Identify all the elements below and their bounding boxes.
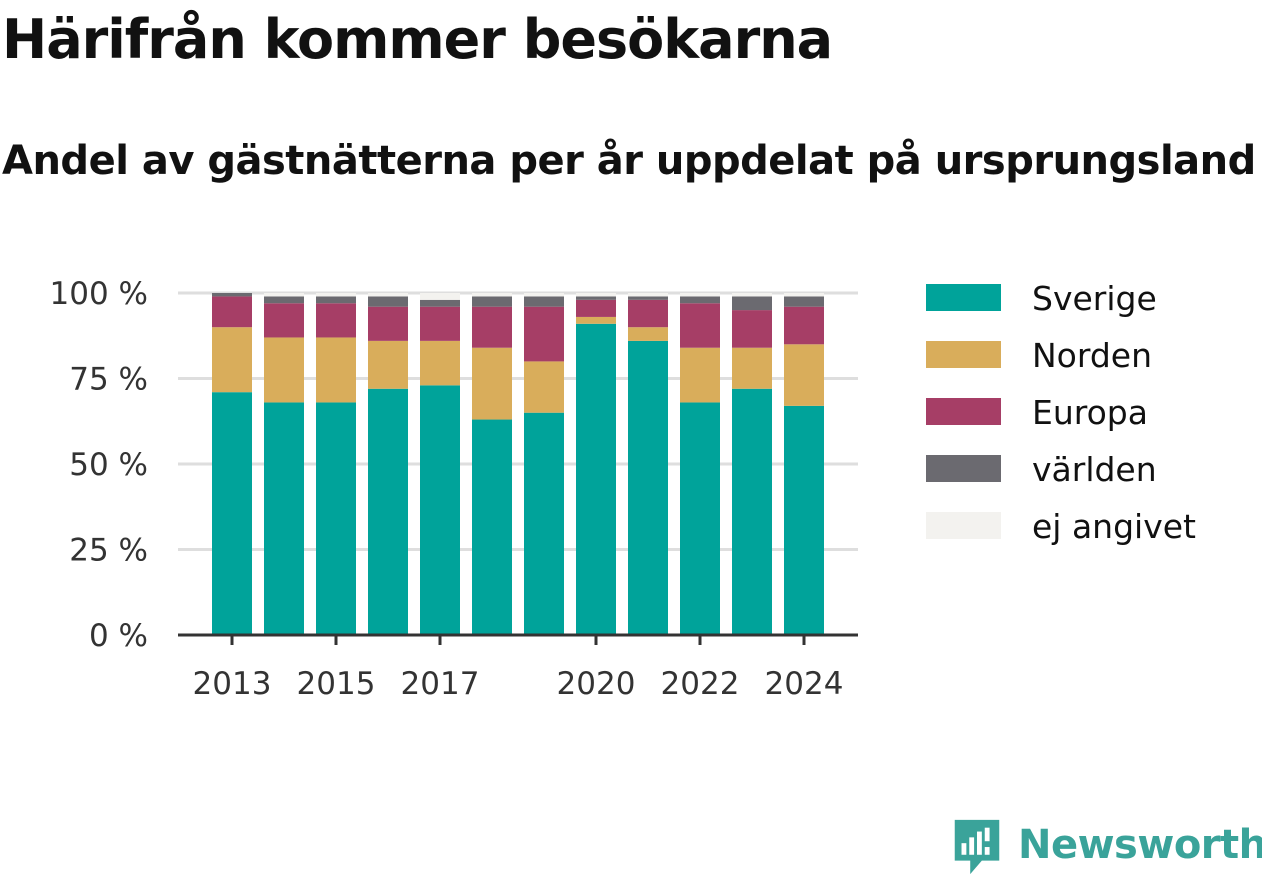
legend-label-ej-angivet: ej angivet (1032, 507, 1196, 546)
bar-2018-Europa (472, 306, 512, 348)
bar-2016-Norden (368, 340, 408, 389)
bar-2018-Sverige (472, 419, 512, 635)
x-tick-label-2022: 2022 (661, 666, 740, 702)
bar-2015-Sverige (316, 402, 356, 635)
bar-2023-ej-angivet (732, 293, 772, 297)
legend: Sverige Norden Europa världen ej angivet (926, 279, 1196, 546)
bar-2024-Europa (784, 306, 824, 345)
bar-2021-världen (628, 296, 668, 300)
bar-2018-världen (472, 296, 512, 307)
bar-2018-ej-angivet (472, 293, 512, 297)
bar-stacks (212, 293, 824, 635)
bar-2020-Norden (576, 316, 616, 324)
bar-2017-ej-angivet (420, 293, 460, 300)
chart-title: Härifrån kommer besökarna (2, 8, 833, 71)
bar-2020-Europa (576, 299, 616, 317)
bar-2021-Norden (628, 327, 668, 341)
x-axis: 2013 2015 2017 2020 2022 2024 (178, 633, 858, 702)
bar-2015-ej-angivet (316, 293, 356, 297)
y-axis: 0 % 25 % 50 % 75 % 100 % (50, 276, 148, 654)
bar-2022-Sverige (680, 402, 720, 635)
bar-2016-Europa (368, 306, 408, 341)
bar-2017-världen (420, 299, 460, 307)
bar-2020-ej-angivet (576, 293, 616, 297)
bar-2022-Norden (680, 347, 720, 403)
bar-2015-världen (316, 296, 356, 304)
x-tick-label-2013: 2013 (193, 666, 272, 702)
bar-2019-världen (524, 296, 564, 307)
y-tick-label-0: 0 % (89, 618, 148, 654)
bar-2017-Norden (420, 340, 460, 386)
bar-2018-Norden (472, 347, 512, 420)
chart-subtitle: Andel av gästnätterna per år uppdelat på… (2, 138, 1256, 184)
bar-2013-världen (212, 293, 252, 297)
brand-name: Newsworthy (1018, 822, 1262, 868)
legend-label-världen: världen (1032, 450, 1157, 489)
bar-2013-Sverige (212, 392, 252, 635)
bar-2022-Europa (680, 303, 720, 348)
legend-label-Europa: Europa (1032, 393, 1148, 432)
bar-2021-ej-angivet (628, 293, 668, 297)
bar-2022-världen (680, 296, 720, 304)
y-tick-label-25: 25 % (69, 533, 148, 569)
legend-swatch-Europa (926, 398, 1001, 425)
bar-2022-ej-angivet (680, 293, 720, 297)
bar-2015-Europa (316, 303, 356, 338)
bar-2020-Sverige (576, 323, 616, 635)
bar-2013-Europa (212, 296, 252, 328)
bar-2016-Sverige (368, 388, 408, 635)
bar-2024-ej-angivet (784, 293, 824, 297)
x-tick-label-2015: 2015 (297, 666, 376, 702)
legend-swatch-Sverige (926, 284, 1001, 311)
bar-2023-Norden (732, 347, 772, 389)
bar-2017-Europa (420, 306, 460, 341)
bar-2024-världen (784, 296, 824, 307)
bar-2017-Sverige (420, 385, 460, 635)
legend-swatch-världen (926, 455, 1001, 482)
bar-2014-Norden (264, 337, 304, 403)
bar-2021-Sverige (628, 340, 668, 635)
bar-2023-Europa (732, 310, 772, 348)
bar-2019-Sverige (524, 412, 564, 635)
x-tick-label-2024: 2024 (765, 666, 844, 702)
legend-label-Norden: Norden (1032, 336, 1152, 375)
bar-2024-Norden (784, 344, 824, 406)
bar-2023-världen (732, 296, 772, 311)
bar-2014-Europa (264, 303, 304, 338)
bar-2015-Norden (316, 337, 356, 403)
bar-2021-Europa (628, 299, 668, 328)
y-tick-label-50: 50 % (69, 447, 148, 483)
legend-label-Sverige: Sverige (1032, 279, 1157, 318)
y-tick-label-100: 100 % (50, 276, 148, 312)
bar-2019-Europa (524, 306, 564, 362)
bar-2016-ej-angivet (368, 293, 408, 297)
y-tick-label-75: 75 % (69, 362, 148, 398)
bar-2014-ej-angivet (264, 293, 304, 297)
bar-2014-Sverige (264, 402, 304, 635)
bar-2019-Norden (524, 361, 564, 413)
x-tick-label-2017: 2017 (401, 666, 480, 702)
bar-2023-Sverige (732, 388, 772, 635)
legend-swatch-Norden (926, 341, 1001, 368)
legend-swatch-ej-angivet (926, 512, 1001, 539)
bar-2019-ej-angivet (524, 293, 564, 297)
bar-2016-världen (368, 296, 408, 307)
bar-2020-världen (576, 296, 616, 300)
bar-2013-Norden (212, 327, 252, 393)
bar-2024-Sverige (784, 405, 824, 635)
bar-2014-världen (264, 296, 304, 304)
x-tick-label-2020: 2020 (557, 666, 636, 702)
newsworthy-logo-icon (954, 819, 1000, 875)
